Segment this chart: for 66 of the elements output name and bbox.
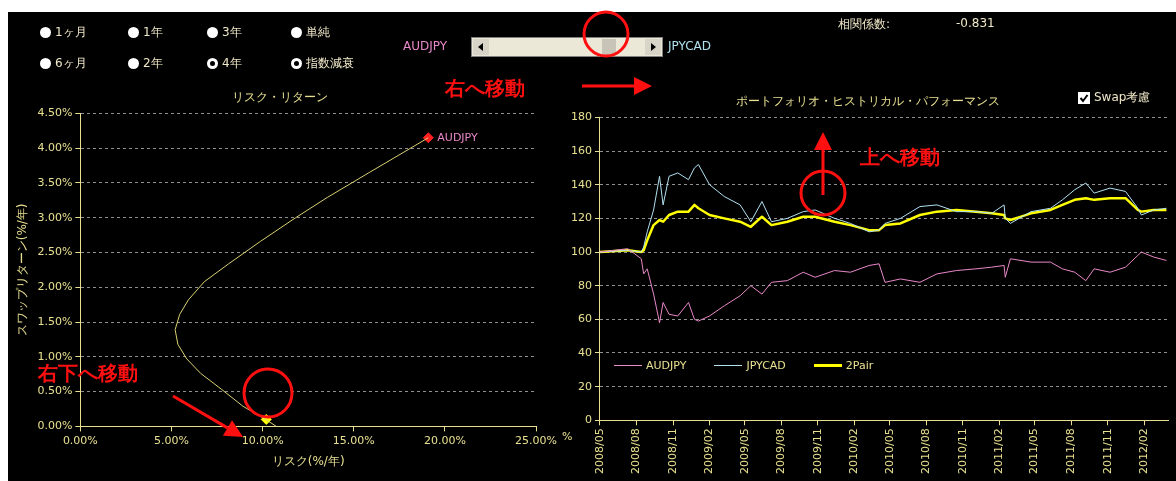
series-label: AUDJPY: [437, 130, 478, 144]
annotation: 上へ移動: [860, 144, 940, 171]
text: 指数減衰: [306, 55, 354, 72]
y-axis-title: %: [562, 430, 573, 443]
x-tick-label: 2010/11: [955, 428, 969, 475]
x-tick-label: 25.00%: [515, 433, 558, 447]
text: 2年: [143, 55, 163, 72]
x-tick-label: 2008/08: [629, 428, 643, 475]
y-tick-label: 180: [571, 110, 592, 124]
y-tick-label: 3.00%: [37, 210, 73, 224]
y-tick-label: 40: [578, 345, 592, 359]
x-tick-label: 2011/11: [1100, 428, 1114, 475]
x-tick-label: 2009/05: [737, 428, 751, 475]
text: 4年: [222, 55, 242, 72]
chart-title: リスク・リターン: [232, 90, 328, 105]
chart-title: ポートフォリオ・ヒストリカル・パフォーマンス: [736, 94, 1000, 109]
y-tick-label: 2.50%: [37, 245, 73, 259]
x-tick-label: 0.00%: [62, 433, 98, 447]
y-tick-label: 2.00%: [37, 280, 73, 294]
x-tick-label: 2010/02: [847, 428, 861, 475]
y-tick-label: 100: [571, 244, 592, 258]
text: 1年: [143, 24, 163, 41]
x-tick-label: 2012/02: [1137, 428, 1151, 475]
y-tick-label: 0: [585, 413, 592, 427]
y-tick-label: 0.50%: [37, 384, 73, 398]
y-tick-label: 80: [578, 278, 592, 292]
x-tick-label: 2010/08: [919, 428, 933, 475]
legend-label: 2Pair: [845, 359, 874, 372]
x-tick-label: 2009/02: [702, 428, 716, 475]
x-tick-label: 2010/05: [882, 428, 896, 475]
y-tick-label: 1.00%: [37, 349, 73, 363]
y-axis-title: スワップリターン(%/年): [15, 203, 30, 337]
text: -0.831: [956, 16, 995, 30]
y-tick-label: 1.50%: [37, 314, 73, 328]
y-tick-label: 120: [571, 211, 592, 225]
x-tick-label: 20.00%: [423, 433, 466, 447]
x-tick-label: 2008/11: [665, 428, 679, 475]
x-axis-title: リスク(%/年): [271, 453, 345, 468]
y-tick-label: 60: [578, 312, 592, 326]
text: 6ヶ月: [55, 55, 87, 72]
legend-label: AUDJPY: [646, 359, 687, 372]
legend-label: JPYCAD: [746, 359, 786, 372]
text: 相関係数:: [838, 16, 891, 33]
y-tick-label: 160: [571, 143, 592, 157]
text: 3年: [222, 24, 242, 41]
y-tick-label: 0.00%: [37, 419, 73, 433]
x-tick-label: 10.00%: [241, 433, 284, 447]
x-tick-label: 15.00%: [332, 433, 375, 447]
y-tick-label: 4.50%: [37, 106, 73, 120]
text: 単純: [306, 24, 330, 41]
text: 1ヶ月: [55, 24, 87, 41]
y-tick-label: 4.00%: [37, 141, 73, 155]
y-tick-label: 140: [571, 177, 592, 191]
x-tick-label: 2008/05: [592, 428, 606, 475]
x-tick-label: 2009/08: [774, 428, 788, 475]
x-tick-label: 2011/02: [992, 428, 1006, 475]
text: AUDJPY: [403, 39, 448, 53]
y-tick-label: 20: [578, 379, 592, 393]
x-tick-label: 2011/08: [1064, 428, 1078, 475]
x-tick-label: 5.00%: [154, 433, 189, 447]
x-tick-label: 2011/05: [1027, 428, 1041, 475]
text: Swap考慮: [1094, 89, 1151, 106]
text: JPYCAD: [668, 39, 712, 53]
x-tick-label: 2009/11: [810, 428, 824, 475]
y-tick-label: 3.50%: [37, 175, 73, 189]
text: 右へ移動: [445, 75, 525, 102]
